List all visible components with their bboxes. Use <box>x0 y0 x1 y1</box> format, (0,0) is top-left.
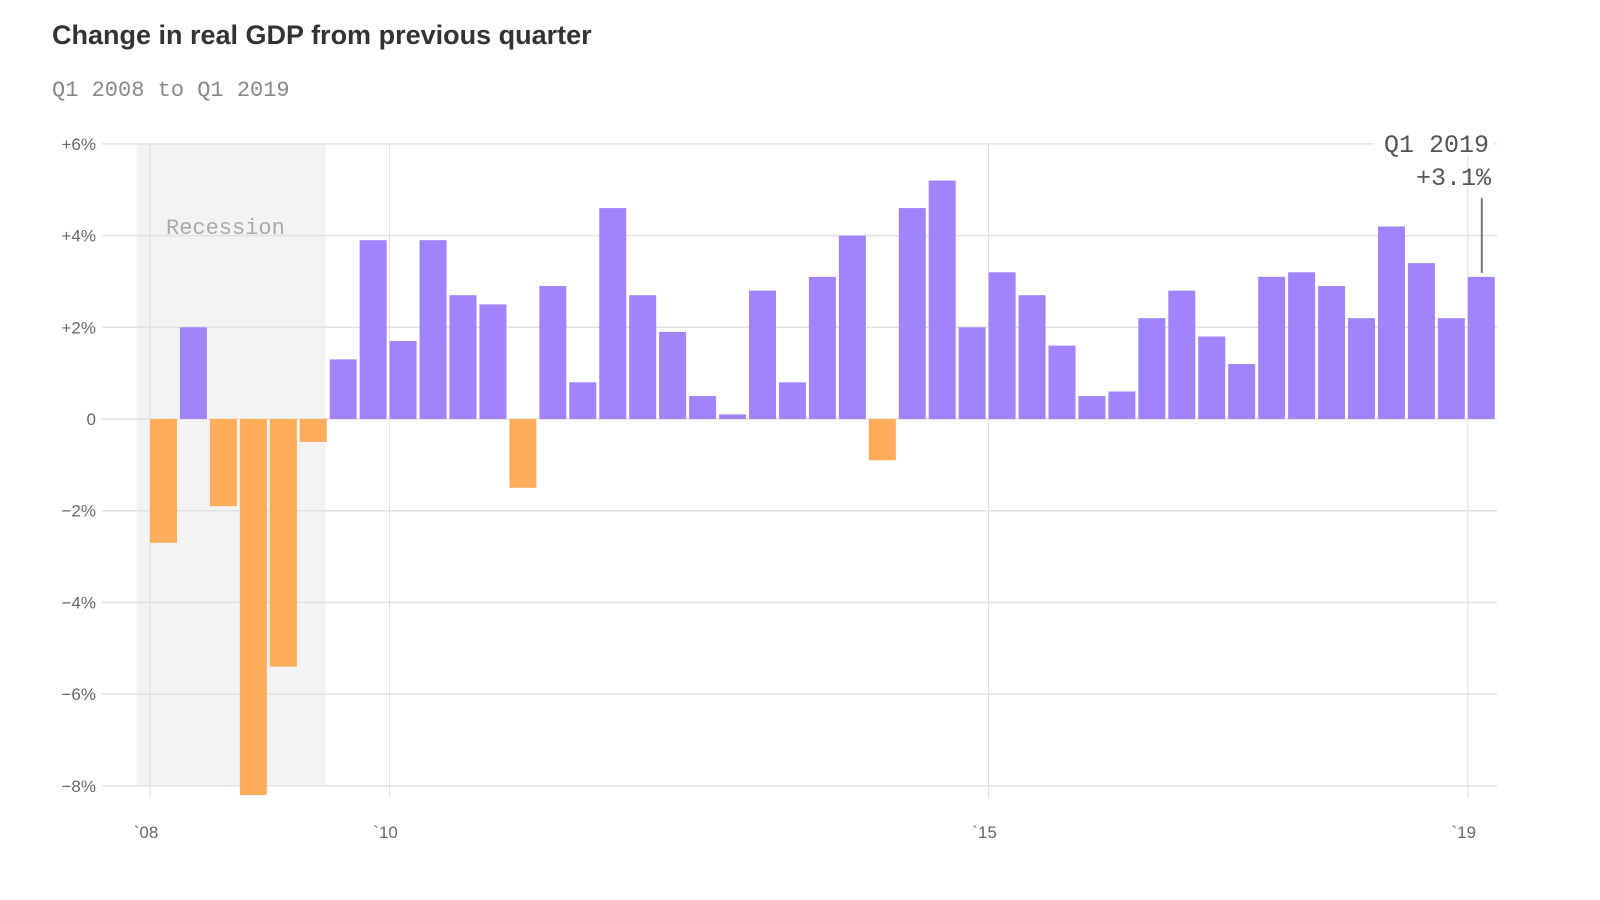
bar-q2-2008 <box>179 327 207 419</box>
bar-q4-2018 <box>1437 318 1465 419</box>
bar-q3-2008 <box>209 419 237 507</box>
bar-q2-2011 <box>539 286 567 419</box>
bar-q3-2012 <box>689 396 717 419</box>
x-tick-label: `08 <box>134 823 159 842</box>
y-tick-label: −8% <box>62 777 97 796</box>
y-tick-label: +6% <box>62 135 97 154</box>
bar-q3-2009 <box>329 359 357 419</box>
bar-q1-2015 <box>988 272 1016 419</box>
x-tick-label: `10 <box>373 823 398 842</box>
bar-q2-2015 <box>1018 295 1046 419</box>
bar-q3-2010 <box>449 295 477 419</box>
bar-q2-2013 <box>778 382 806 419</box>
bar-q4-2011 <box>599 208 627 419</box>
bar-q4-2012 <box>719 414 747 419</box>
y-tick-label: −2% <box>62 502 97 521</box>
bar-q4-2010 <box>479 304 507 419</box>
bar-q1-2010 <box>389 341 417 419</box>
bar-q4-2009 <box>359 240 387 419</box>
y-tick-label: 0 <box>87 410 96 429</box>
bar-q3-2014 <box>928 180 956 419</box>
bar-q3-2016 <box>1168 290 1196 419</box>
bar-q4-2016 <box>1198 336 1226 419</box>
recession-label: Recession <box>166 216 285 241</box>
annotation-value: +3.1% <box>1416 164 1492 193</box>
bar-q2-2012 <box>659 331 687 419</box>
bar-q1-2008 <box>150 419 177 543</box>
bar-q1-2016 <box>1108 391 1136 419</box>
annotation-bg <box>1374 130 1494 156</box>
bar-q1-2019 <box>1467 276 1495 419</box>
bar-q4-2017 <box>1318 286 1346 419</box>
bar-q2-2009 <box>299 419 327 442</box>
bar-q2-2016 <box>1138 318 1166 419</box>
bar-q3-2013 <box>808 276 836 419</box>
bar-q3-2011 <box>569 382 597 419</box>
bar-q3-2015 <box>1048 345 1076 419</box>
bar-q4-2015 <box>1078 396 1106 419</box>
y-tick-label: −6% <box>62 685 97 704</box>
y-tick-label: −4% <box>62 593 97 612</box>
bar-q1-2013 <box>749 290 776 419</box>
x-tick-label: `19 <box>1452 823 1477 842</box>
bar-q2-2010 <box>419 240 447 419</box>
bar-q1-2009 <box>269 419 297 667</box>
bar-q3-2018 <box>1407 263 1435 419</box>
bar-q1-2014 <box>868 419 896 461</box>
bar-q2-2014 <box>898 208 926 419</box>
bar-q1-2012 <box>629 295 657 419</box>
bar-q1-2018 <box>1348 318 1375 419</box>
bar-q4-2008 <box>239 419 267 795</box>
bar-q2-2017 <box>1258 276 1286 419</box>
chart-subtitle: Q1 2008 to Q1 2019 <box>52 78 290 103</box>
y-tick-label: +2% <box>62 318 97 337</box>
bar-q2-2018 <box>1377 226 1405 419</box>
bar-q1-2017 <box>1228 363 1256 419</box>
y-tick-label: +4% <box>62 227 97 246</box>
bar-q4-2013 <box>838 235 866 419</box>
chart-title: Change in real GDP from previous quarter <box>52 20 592 50</box>
bar-q1-2011 <box>509 419 537 488</box>
bar-q3-2017 <box>1288 272 1316 419</box>
x-tick-label: `15 <box>972 823 997 842</box>
annotation-quarter: Q1 2019 <box>1384 131 1489 160</box>
bar-q4-2014 <box>958 327 986 419</box>
